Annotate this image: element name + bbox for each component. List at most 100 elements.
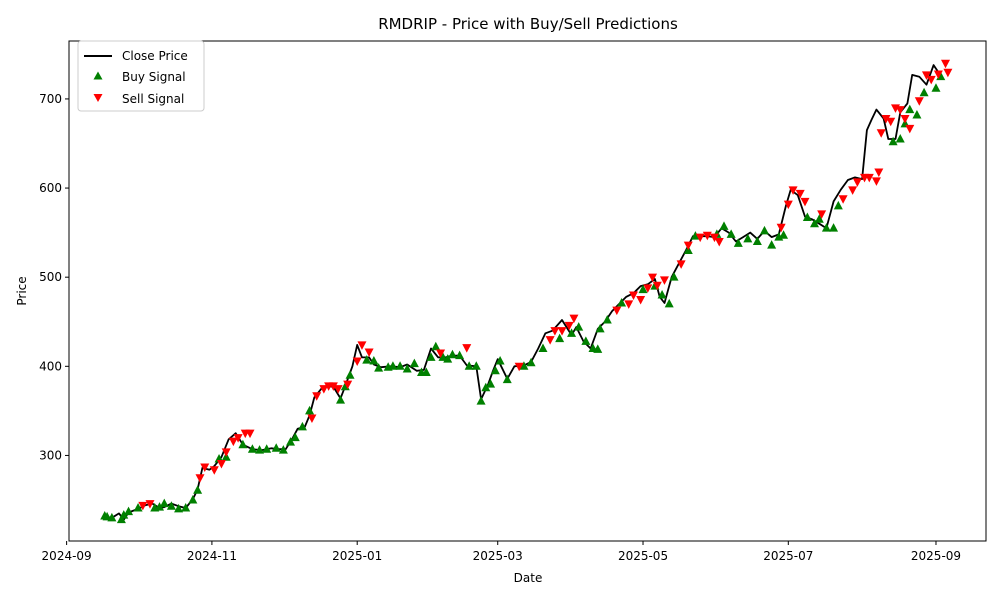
buy-signal-marker: [426, 352, 436, 361]
buy-signal-marker: [638, 284, 648, 294]
buy-signal-marker: [107, 512, 117, 522]
buy-signal-marker: [931, 83, 941, 92]
buy-signal-marker: [133, 503, 143, 512]
sell-signal-marker: [852, 178, 862, 187]
buy-signal-marker: [262, 444, 272, 453]
y-tick-label: 400: [39, 359, 62, 373]
buy-signal-marker: [174, 503, 184, 513]
buy-signal-marker: [166, 501, 176, 510]
sell-signal-marker: [900, 115, 910, 124]
buy-signal-marker: [345, 370, 355, 379]
buy-signal-marker: [181, 503, 191, 512]
sell-signal-marker: [245, 429, 255, 439]
sell-signal-marker: [795, 189, 805, 199]
sell-signal-series: [138, 59, 953, 511]
sell-signal-marker: [702, 231, 712, 241]
sell-signal-marker: [145, 500, 155, 509]
plot-frame: [68, 40, 987, 542]
sell-signal-marker: [848, 186, 858, 195]
sell-signal-marker: [195, 474, 205, 483]
x-tick-label: 2024-09: [42, 549, 92, 563]
buy-signal-marker: [290, 432, 300, 442]
buy-signal-marker: [421, 367, 431, 377]
sell-signal-marker: [695, 233, 705, 243]
buy-signal-marker: [912, 109, 922, 119]
sell-signal-marker: [343, 380, 353, 390]
buy-signal-marker: [278, 445, 288, 454]
sell-signal-marker: [564, 321, 574, 331]
sell-signal-marker: [905, 124, 915, 134]
buy-signal-marker: [919, 87, 929, 97]
buy-signal-marker: [593, 344, 603, 353]
buy-signal-marker: [726, 229, 736, 238]
buy-signal-marker: [409, 358, 419, 368]
buy-signal-marker: [895, 134, 905, 143]
sell-signal-marker: [874, 168, 884, 178]
buy-signal-marker: [821, 223, 831, 232]
buy-signal-marker: [481, 382, 491, 392]
x-tick-label: 2025-01: [332, 549, 382, 563]
sell-signal-marker: [357, 341, 367, 350]
buy-signal-marker: [464, 361, 474, 370]
x-tick-label: 2025-05: [618, 549, 668, 563]
sell-signal-marker: [714, 238, 724, 247]
sell-signal-marker: [307, 414, 317, 424]
buy-signal-marker: [657, 290, 667, 299]
buy-signal-marker: [519, 361, 529, 370]
buy-signal-marker: [455, 350, 465, 360]
y-axis-label: Price: [15, 276, 29, 305]
y-tick-label: 300: [39, 448, 62, 462]
buy-signal-marker: [779, 230, 789, 239]
buy-signal-marker: [271, 443, 281, 452]
buy-signal-marker: [595, 323, 605, 333]
sell-signal-marker: [138, 501, 148, 511]
legend-close-label: Close Price: [122, 49, 188, 63]
sell-signal-marker: [514, 362, 524, 372]
buy-signal-marker: [664, 298, 674, 308]
legend-buy-label: Buy Signal: [122, 70, 186, 84]
sell-signal-marker: [228, 437, 238, 447]
legend-sell-label: Sell Signal: [122, 92, 184, 106]
buy-signal-marker: [447, 349, 457, 359]
legend-sell-swatch: [93, 94, 103, 102]
buy-signal-marker: [538, 343, 548, 352]
buy-signal-marker: [502, 374, 512, 384]
sell-signal-marker: [683, 241, 693, 251]
buy-signal-marker: [690, 231, 700, 240]
sell-signal-marker: [221, 448, 231, 457]
sell-signal-marker: [652, 281, 662, 291]
buy-signal-marker: [297, 421, 307, 431]
buy-signal-marker: [238, 439, 248, 449]
buy-signal-marker: [752, 236, 762, 246]
sell-signal-marker: [569, 314, 579, 324]
sell-signal-marker: [333, 385, 343, 394]
buy-signal-marker: [255, 445, 265, 454]
sell-signal-marker: [926, 75, 936, 85]
buy-signal-marker: [431, 341, 441, 351]
sell-signal-marker: [709, 233, 719, 243]
sell-signal-marker: [871, 177, 881, 186]
chart-title: RMDRIP - Price with Buy/Sell Predictions: [378, 15, 678, 33]
sell-signal-marker: [557, 327, 567, 336]
sell-signal-marker: [933, 70, 943, 79]
sell-signal-marker: [648, 273, 658, 283]
buy-signal-marker: [719, 221, 729, 230]
buy-signal-marker: [124, 506, 134, 516]
sell-signal-marker: [876, 129, 886, 138]
sell-signal-marker: [886, 117, 896, 127]
buy-signal-marker: [602, 314, 612, 324]
buy-signal-marker: [402, 363, 412, 373]
buy-signal-marker: [495, 355, 505, 365]
sell-signal-marker: [659, 276, 669, 285]
buy-signal-marker: [759, 225, 769, 235]
buy-signal-marker: [119, 510, 129, 519]
sell-signal-marker: [216, 459, 226, 469]
sell-signal-marker: [636, 295, 646, 305]
buy-signal-marker: [733, 238, 743, 247]
x-axis-label: Date: [514, 571, 543, 585]
sell-signal-marker: [864, 173, 874, 183]
sell-signal-marker: [643, 284, 653, 293]
sell-signal-marker: [436, 349, 446, 358]
buy-signal-marker: [388, 361, 398, 370]
sell-signal-marker: [328, 382, 338, 391]
